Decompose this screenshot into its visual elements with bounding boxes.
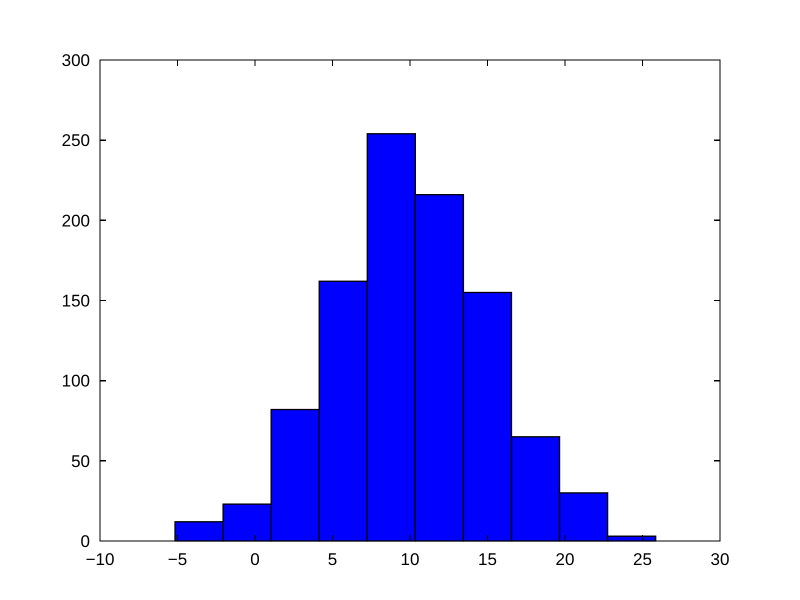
svg-text:15: 15 [478,550,497,569]
svg-text:20: 20 [556,550,575,569]
svg-text:25: 25 [633,550,652,569]
svg-text:100: 100 [62,372,90,391]
svg-text:150: 150 [62,292,90,311]
svg-text:300: 300 [62,51,90,70]
svg-text:0: 0 [250,550,259,569]
svg-text:50: 50 [71,452,90,471]
svg-text:5: 5 [328,550,337,569]
svg-text:250: 250 [62,131,90,150]
svg-text:200: 200 [62,211,90,230]
svg-text:−10: −10 [86,550,115,569]
svg-text:30: 30 [711,550,730,569]
svg-text:10: 10 [401,550,420,569]
svg-text:0: 0 [81,532,90,551]
svg-text:−5: −5 [168,550,187,569]
